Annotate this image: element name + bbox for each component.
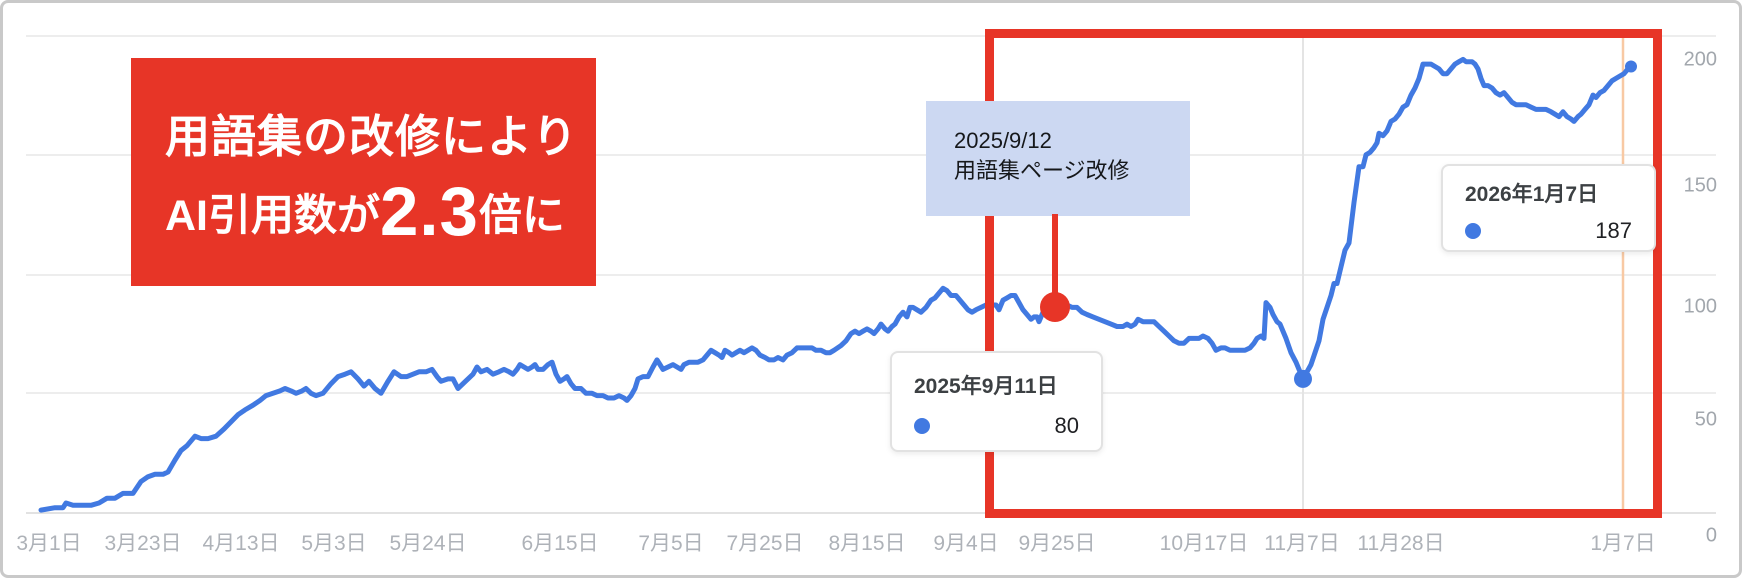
- x-tick-label: 10月17日: [1159, 532, 1249, 555]
- y-tick-label: 150: [1683, 174, 1717, 197]
- callout-line2-suffix: 倍に: [478, 192, 565, 240]
- series-dot-icon: [914, 418, 930, 434]
- x-tick-label: 6月15日: [521, 532, 599, 555]
- y-tick-label: 200: [1683, 48, 1717, 71]
- tooltip-date: 2026年1月7日: [1465, 183, 1599, 206]
- x-tick-label: 3月23日: [104, 532, 182, 555]
- tooltip-value: 187: [1595, 218, 1632, 243]
- x-tick-label: 9月25日: [1018, 532, 1096, 555]
- y-tick-label: 50: [1694, 408, 1717, 431]
- x-tick-label: 5月24日: [389, 532, 467, 555]
- tooltip-2026-01-07: 2026年1月7日 187: [1441, 164, 1656, 252]
- series-dot-icon: [1465, 223, 1481, 239]
- annotation-text: 用語集ページ改修: [954, 158, 1130, 183]
- x-tick-label: 7月5日: [638, 532, 704, 555]
- x-tick-label: 11月28日: [1357, 532, 1445, 555]
- tooltip-date: 2025年9月11日: [914, 375, 1058, 398]
- callout-line1: 用語集の改修により: [165, 111, 579, 162]
- callout-banner: 用語集の改修により AI引用数が 2.3 倍に: [131, 58, 596, 286]
- annotation-date: 2025/9/12: [954, 128, 1052, 153]
- y-tick-label: 0: [1705, 524, 1717, 547]
- annotation-leader-line: [1052, 214, 1058, 299]
- annotation-box: 2025/9/12 用語集ページ改修: [926, 101, 1190, 216]
- x-tick-label: 1月7日: [1590, 532, 1656, 555]
- x-tick-label: 7月25日: [726, 532, 804, 555]
- callout-line2: AI引用数が 2.3 倍に: [165, 173, 586, 250]
- event-marker-dot: [1040, 292, 1070, 322]
- y-tick-label: 100: [1683, 295, 1717, 318]
- tooltip-value: 80: [1054, 413, 1079, 438]
- x-tick-label: 5月3日: [301, 532, 367, 555]
- x-tick-label: 8月15日: [828, 532, 906, 555]
- x-tick-label: 9月4日: [933, 532, 999, 555]
- highlight-rectangle: [985, 29, 1662, 518]
- callout-multiplier: 2.3: [380, 173, 479, 250]
- tooltip-2025-09-11: 2025年9月11日 80: [890, 351, 1103, 452]
- x-tick-label: 3月1日: [16, 532, 82, 555]
- x-tick-label: 4月13日: [202, 532, 280, 555]
- callout-line2-prefix: AI引用数が: [165, 192, 380, 240]
- x-tick-label: 11月7日: [1264, 532, 1340, 555]
